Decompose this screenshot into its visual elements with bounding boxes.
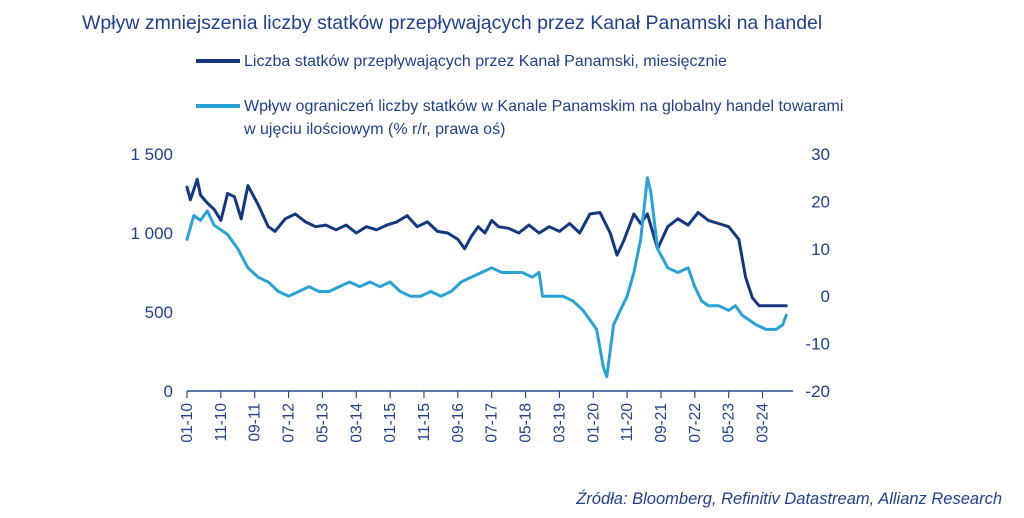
x-tick-label: 03-19 (551, 403, 568, 443)
x-tick-label: 01-20 (585, 403, 602, 443)
right-axis-tick-label: -20 (805, 382, 830, 401)
right-axis-tick-label: 30 (811, 145, 830, 164)
right-axis-tick-label: 10 (811, 240, 830, 259)
x-tick-label: 01-15 (382, 403, 399, 443)
right-axis-tick-label: 0 (821, 287, 830, 306)
left-axis-tick-label: 1 000 (130, 224, 173, 243)
x-tick-label: 09-16 (450, 403, 467, 443)
x-tick-label: 05-18 (518, 403, 535, 443)
x-tick-label: 11-15 (416, 403, 433, 442)
x-tick-label: 07-17 (484, 403, 501, 443)
x-tick-label: 03-24 (755, 403, 772, 443)
x-tick-label: 05-23 (721, 403, 738, 443)
legend-item-trade: Wpływ ograniczeń liczby statków w Kanale… (196, 95, 844, 141)
source-note: Źródła: Bloomberg, Refinitiv Datastream,… (576, 490, 1002, 508)
legend-label-ships: Liczba statków przepływających przez Kan… (244, 53, 727, 70)
x-tick-label: 11-20 (619, 403, 636, 442)
x-tick-label: 09-21 (653, 403, 670, 443)
left-axis-tick-label: 1 500 (130, 145, 173, 164)
x-tick-label: 11-10 (213, 403, 230, 442)
x-tick-label: 07-22 (687, 403, 704, 443)
legend-label-trade: Wpływ ograniczeń liczby statków w Kanale… (244, 98, 844, 138)
chart-title: Wpływ zmniejszenia liczby statków przepł… (82, 12, 823, 34)
legend-swatch-ships (196, 59, 240, 63)
x-tick-label: 09-11 (247, 403, 264, 442)
x-tick-label: 07-12 (281, 403, 298, 443)
x-tick-label: 01-10 (179, 403, 196, 443)
legend-item-ships: Liczba statków przepływających przez Kan… (196, 50, 824, 73)
legend-swatch-trade (196, 104, 240, 108)
right-axis-tick-label: 20 (811, 192, 830, 211)
left-axis-tick-label: 500 (145, 303, 173, 322)
series-line-ships (185, 177, 788, 308)
right-axis-tick-label: -10 (805, 335, 830, 354)
x-tick-label: 03-14 (348, 403, 365, 443)
series-line-trade (185, 176, 788, 379)
x-tick-label: 05-13 (314, 403, 331, 443)
left-axis-tick-label: 0 (164, 382, 173, 401)
